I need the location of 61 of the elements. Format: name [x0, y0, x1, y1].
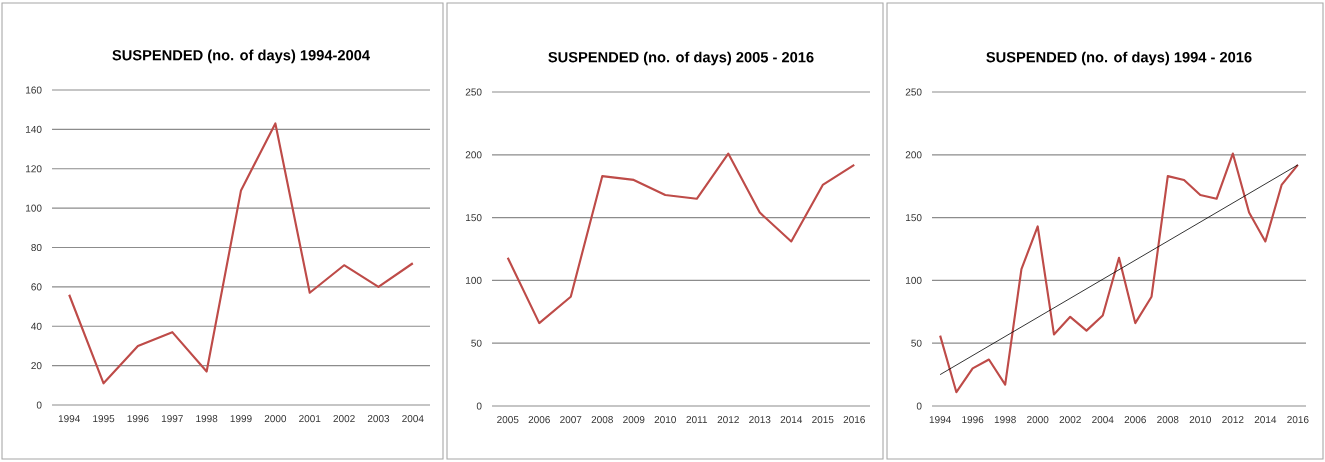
- x-tick-label: 2005: [497, 416, 519, 424]
- line-series: [506, 152, 856, 325]
- x-tick-label: 2004: [402, 415, 424, 423]
- x-tick-label: 2001: [299, 415, 321, 423]
- y-tick-label: 250: [905, 88, 922, 96]
- y-tick-label: 200: [465, 151, 482, 159]
- y-tick-label: 80: [31, 243, 42, 252]
- x-tick-label: 2012: [1222, 416, 1244, 424]
- x-tick-label: 2014: [1254, 416, 1277, 424]
- chart-title: SUSPENDED (no. of days) 1994-2004: [112, 49, 370, 64]
- y-tick-label: 200: [905, 151, 922, 159]
- y-tick-label: 20: [31, 362, 42, 370]
- y-tick-label: 0: [476, 402, 482, 410]
- line-series: [68, 122, 414, 385]
- y-tick-label: 140: [26, 125, 42, 133]
- y-tick-label: 60: [31, 283, 42, 291]
- x-tick-label: 1994: [58, 415, 81, 423]
- x-tick-label: 2015: [812, 416, 834, 424]
- x-tick-label: 2012: [717, 416, 739, 424]
- x-tick-label: 2003: [367, 415, 390, 423]
- x-tick-label: 1996: [962, 416, 984, 424]
- x-tick-label: 2010: [654, 416, 676, 424]
- x-tick-label: 2008: [591, 416, 613, 424]
- x-tick-label: 2002: [333, 415, 355, 423]
- x-tick-label: 2010: [1189, 416, 1212, 424]
- x-tick-label: 2000: [264, 415, 287, 423]
- y-tick-label: 50: [471, 339, 482, 347]
- x-tick-label: 1998: [994, 416, 1016, 424]
- y-tick-label: 100: [906, 276, 922, 284]
- y-tick-label: 120: [26, 165, 42, 173]
- x-tick-label: 1999: [230, 415, 252, 423]
- y-tick-label: 50: [911, 339, 922, 347]
- y-tick-label: 150: [466, 214, 482, 222]
- y-tick-label: 40: [31, 322, 42, 330]
- x-tick-label: 2016: [843, 416, 865, 424]
- chart-title: SUSPENDED (no. of days) 1994 - 2016: [986, 51, 1252, 66]
- chart-title: SUSPENDED (no. of days) 2005 - 2016: [548, 51, 814, 66]
- x-tick-label: 2006: [528, 416, 550, 424]
- x-tick-label: 2006: [1124, 416, 1146, 424]
- x-tick-label: 2004: [1092, 416, 1114, 424]
- y-tick-label: 150: [906, 214, 922, 222]
- x-tick-label: 2000: [1027, 416, 1049, 424]
- x-tick-label: 2002: [1059, 416, 1081, 424]
- x-tick-label: 2016: [1287, 416, 1309, 424]
- x-tick-label: 2011: [686, 416, 708, 424]
- x-tick-label: 2009: [623, 416, 645, 424]
- x-tick-label: 2008: [1157, 416, 1179, 424]
- y-tick-label: 0: [36, 401, 42, 409]
- x-tick-label: 2014: [780, 416, 803, 424]
- x-tick-label: 1995: [93, 415, 115, 423]
- x-tick-label: 1994: [929, 416, 951, 424]
- y-tick-label: 100: [466, 276, 482, 284]
- y-tick-label: 100: [26, 204, 42, 212]
- x-tick-label: 2007: [560, 416, 582, 424]
- x-tick-label: 1996: [127, 415, 149, 423]
- x-tick-label: 1997: [161, 415, 183, 423]
- x-tick-label: 2013: [749, 416, 771, 424]
- y-tick-label: 0: [916, 402, 922, 410]
- x-tick-label: 1998: [196, 415, 218, 423]
- y-tick-label: 160: [26, 86, 42, 94]
- y-tick-label: 250: [465, 88, 482, 96]
